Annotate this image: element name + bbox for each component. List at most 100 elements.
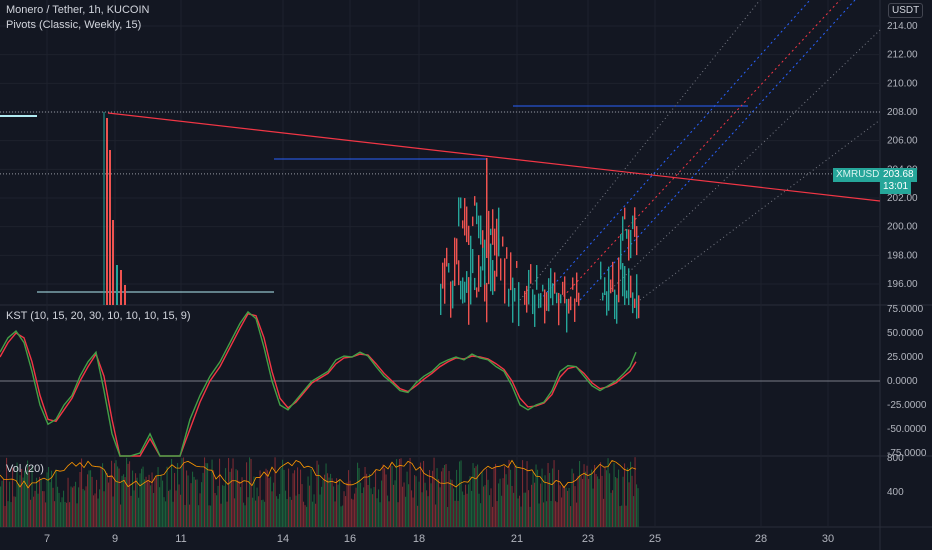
volume-bar [82,488,84,527]
volume-bar [208,505,210,527]
volume-bar [442,467,444,527]
volume-bar [148,474,150,527]
candle [618,257,620,303]
volume-bar [604,467,606,527]
volume-bar [40,478,42,527]
volume-bar [484,485,486,527]
volume-bar [472,463,474,527]
volume-bar [4,505,6,527]
volume-bar [502,478,504,527]
volume-bar [612,490,614,527]
volume-bar [256,487,258,527]
candle [468,225,470,245]
volume-bar [138,497,140,527]
volume-bar [445,464,447,527]
volume-bar [270,476,272,527]
volume-bar [504,466,506,527]
volume-bar [331,478,333,527]
channel-line [599,29,881,301]
pivots-legend[interactable]: Pivots (Classic, Weekly, 15) [6,19,142,31]
candle [626,228,628,239]
volume-bar [430,483,432,527]
volume-bar [15,496,17,527]
volume-bar [529,506,531,527]
candle [634,298,636,308]
currency-label[interactable]: USDT [888,3,924,18]
volume-bar [622,476,624,527]
volume-bar [592,488,594,527]
volume-bar [550,500,552,527]
volume-bar [273,482,275,527]
volume-bar [496,501,498,527]
volume-bar [195,479,197,527]
volume-bar [621,505,623,527]
volume-bar [63,490,65,527]
volume-legend[interactable]: Vol (20) [6,463,44,475]
volume-bar [513,492,515,527]
candle [496,252,498,277]
volume-bar [429,469,431,527]
volume-bar [72,487,74,527]
candle [446,247,448,267]
volume-bar [24,470,26,527]
candle [470,235,472,281]
date-label: 18 [413,533,425,545]
candle [600,261,602,280]
volume-bar [478,493,480,527]
volume-bar [202,472,204,527]
volume-bar [84,490,86,527]
candle [564,276,566,304]
candle [109,150,111,305]
volume-bar [274,457,276,527]
volume-bar [600,462,602,527]
volume-bar [516,465,518,527]
volume-bar [595,474,597,527]
volume-bar [624,463,626,527]
volume-bar [343,491,345,527]
candle [544,289,546,324]
volume-bar [165,501,167,527]
volume-bar [432,470,434,527]
volume-bar [46,472,48,527]
volume-bar [238,480,240,527]
volume-bar [309,485,311,527]
volume-bar [468,484,470,527]
volume-bar [577,475,579,527]
candle [510,252,512,291]
volume-bar [372,494,374,527]
kst-tick-label: 50.0000 [887,328,924,339]
volume-bar [556,502,558,527]
candle [484,239,486,285]
volume-bar [454,500,456,527]
kst-legend[interactable]: KST (10, 15, 20, 30, 10, 10, 10, 15, 9) [6,310,191,322]
volume-bar [342,505,344,527]
candle [532,289,534,315]
symbol-title[interactable]: Monero / Tether, 1h, KUCOIN [6,4,150,16]
volume-bar [453,488,455,527]
volume-bar [153,492,155,527]
volume-bar [37,493,39,527]
volume-bar [558,469,560,527]
candle [524,290,526,305]
volume-bar [105,470,107,527]
volume-bar [490,488,492,527]
volume-bar [159,487,161,527]
candle [482,230,484,248]
candle [552,283,554,306]
candle [460,197,462,209]
candle [638,295,640,319]
volume-bar [427,496,429,527]
volume-bar [27,460,29,527]
volume-bar [97,498,99,527]
volume-bar [627,467,629,527]
candle [514,287,516,302]
candle [534,294,536,327]
volume-bar [402,486,404,527]
volume-bar [163,497,165,527]
candle [124,285,126,305]
volume-bar [33,496,35,527]
volume-bar [100,466,102,527]
volume-bar [237,470,239,527]
